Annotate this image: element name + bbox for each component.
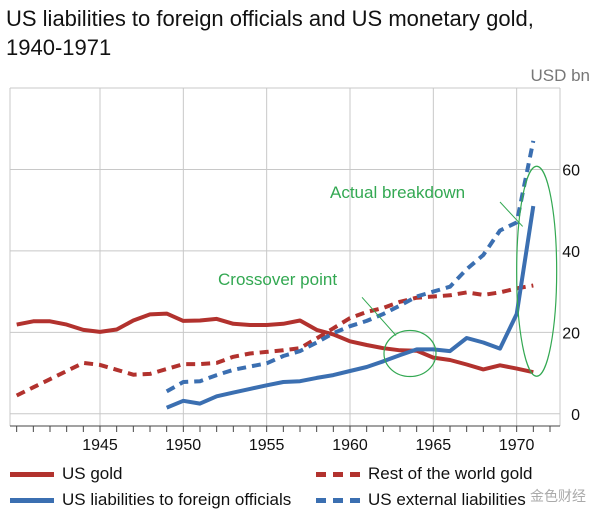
annotations: Crossover point Actual breakdown <box>218 165 558 378</box>
crossover-label: Crossover point <box>218 270 337 289</box>
legend-label: Rest of the world gold <box>368 464 533 483</box>
legend-item-us-liabilities: US liabilities to foreign officials <box>10 490 291 510</box>
breakdown-label: Actual breakdown <box>330 183 465 202</box>
x-tick-label: 1955 <box>249 437 285 454</box>
x-tick-label: 1945 <box>82 437 118 454</box>
y-tick-label: 20 <box>562 325 580 342</box>
legend-item-us-external: US external liabilities <box>316 490 526 510</box>
series-line-us-gold <box>16 311 534 375</box>
x-tick-label: 1960 <box>332 437 368 454</box>
watermark: 金色财经 <box>530 488 586 504</box>
legend-swatch <box>10 471 54 477</box>
legend: US gold Rest of the world gold US liabil… <box>0 458 600 521</box>
legend-item-us-gold: US gold <box>10 464 122 484</box>
y-tick-label: 40 <box>562 244 580 261</box>
series-line-rest-of-the-world-gold <box>15 283 534 398</box>
tick-labels: 1945 1950 1955 1960 1965 1970 0 20 40 60 <box>82 162 580 454</box>
series-line-us-external-liabilities <box>165 140 536 394</box>
breakdown-ellipse <box>516 165 558 377</box>
crossover-leader <box>361 296 397 336</box>
legend-swatch <box>316 471 360 477</box>
breakdown-leader <box>499 201 524 227</box>
x-tick-label: 1970 <box>499 437 535 454</box>
legend-item-row-gold: Rest of the world gold <box>316 464 532 484</box>
legend-label: US liabilities to foreign officials <box>62 490 292 509</box>
line-chart: 1945 1950 1955 1960 1965 1970 0 20 40 60 Crossove… <box>9 87 580 454</box>
y-tick-label: 0 <box>571 407 580 424</box>
series-line-us-liabilities-to-foreign-officials <box>165 205 536 410</box>
legend-label: US gold <box>62 464 123 483</box>
unit-label: USD bn <box>530 66 590 85</box>
legend-swatch <box>316 497 360 503</box>
chart-title: US liabilities to foreign officials and … <box>6 6 534 60</box>
crossover-ellipse <box>383 329 437 378</box>
gridlines <box>9 87 561 432</box>
series-lines <box>15 140 536 410</box>
x-tick-label: 1965 <box>416 437 452 454</box>
y-tick-label: 60 <box>562 162 580 179</box>
legend-label: US external liabilities <box>368 490 526 509</box>
x-tick-label: 1950 <box>166 437 202 454</box>
legend-swatch <box>10 497 54 503</box>
